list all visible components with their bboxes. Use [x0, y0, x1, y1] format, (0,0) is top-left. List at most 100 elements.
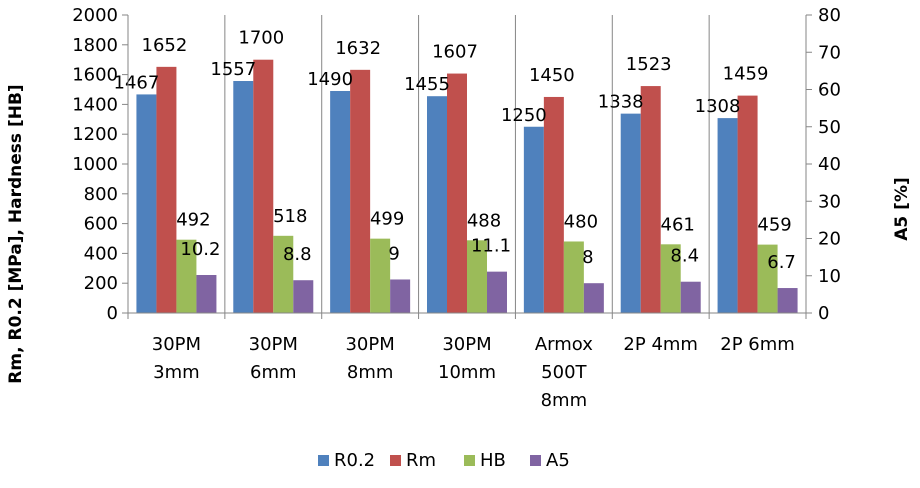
- bar-rm: [253, 59, 274, 314]
- legend-swatch-rm: [390, 455, 401, 466]
- data-label-hb: 518: [273, 206, 307, 227]
- bar-r0-2: [233, 81, 254, 313]
- y-tick-label: 600: [84, 214, 118, 235]
- legend-swatch-hb: [464, 455, 475, 466]
- data-label-a5: 8: [582, 247, 593, 268]
- y2-axis-title: A5 [%]: [892, 177, 912, 240]
- data-label-a5: 10.2: [180, 239, 220, 260]
- y2-tick-label: 70: [818, 42, 841, 63]
- data-label-rm: 1607: [432, 42, 478, 63]
- bar-a5: [583, 283, 604, 313]
- bar-rm: [543, 96, 564, 313]
- data-label-r0-2: 1467: [114, 72, 160, 93]
- data-label-hb: 461: [661, 214, 695, 235]
- bar-r0-2: [717, 118, 738, 313]
- y-tick-label: 0: [107, 303, 118, 324]
- bar-hb: [660, 244, 681, 313]
- bar-r0-2: [620, 113, 641, 313]
- bar-rm: [447, 73, 467, 313]
- data-label-a5: 6.7: [767, 252, 796, 273]
- bar-a5: [777, 288, 798, 313]
- bar-a5: [196, 275, 217, 313]
- data-label-r0-2: 1250: [501, 105, 547, 126]
- data-label-r0-2: 1557: [210, 59, 256, 80]
- legend-swatch-a5: [530, 455, 541, 466]
- data-label-rm: 1450: [529, 65, 575, 86]
- bar-a5: [390, 279, 411, 313]
- bar-rm: [737, 95, 758, 313]
- bar-a5: [680, 281, 701, 313]
- y2-tick-label: 60: [818, 80, 841, 101]
- data-label-rm: 1632: [335, 38, 381, 59]
- y2-tick-label: 10: [818, 266, 841, 287]
- legend-label-a5: A5: [546, 450, 570, 471]
- data-label-r0-2: 1455: [404, 74, 450, 95]
- x-tick-label: Armox 500T 8mm: [535, 334, 593, 411]
- bar-hb: [757, 244, 778, 313]
- bar-r0-2: [330, 90, 351, 314]
- x-tick-label: 30PM 3mm: [152, 334, 201, 383]
- bar-hb: [370, 238, 391, 313]
- data-label-r0-2: 1308: [695, 96, 741, 117]
- y2-tick-label: 40: [818, 154, 841, 175]
- y-tick-label: 400: [84, 243, 118, 264]
- y2-tick-label: 30: [818, 191, 841, 212]
- x-tick-label: 2P 4mm: [623, 334, 698, 355]
- data-label-hb: 459: [757, 215, 791, 236]
- bar-a5: [487, 271, 507, 313]
- bar-hb: [563, 241, 584, 313]
- data-label-rm: 1523: [626, 54, 672, 75]
- data-label-hb: 499: [370, 209, 404, 230]
- data-label-hb: 488: [467, 210, 501, 231]
- legend-swatch-r0-2: [318, 455, 329, 466]
- bar-hb: [176, 239, 197, 313]
- x-tick-label: 2P 6mm: [720, 334, 795, 355]
- bar-r0-2: [523, 126, 544, 313]
- data-label-hb: 492: [176, 210, 210, 231]
- bar-r0-2: [136, 94, 157, 314]
- y-tick-label: 800: [84, 184, 118, 205]
- legend-label-rm: Rm: [406, 450, 436, 471]
- bar-hb: [467, 240, 487, 313]
- bars-layer: [136, 59, 798, 314]
- y2-tick-label: 0: [818, 303, 829, 324]
- bar-rm: [350, 69, 371, 313]
- data-label-a5: 8.4: [670, 246, 699, 267]
- data-label-rm: 1652: [142, 35, 188, 56]
- bar-a5: [293, 280, 314, 313]
- x-tick-label: 30PM 8mm: [345, 334, 394, 383]
- y-tick-label: 1600: [72, 65, 118, 86]
- data-label-a5: 8.8: [283, 244, 312, 265]
- legend: R0.2 Rm HB A5: [318, 450, 570, 471]
- data-label-a5: 11.1: [471, 236, 511, 257]
- legend-label-hb: HB: [480, 450, 506, 471]
- data-label-r0-2: 1338: [598, 92, 644, 113]
- y2-tick-label: 80: [818, 5, 841, 26]
- bar-hb: [273, 235, 294, 313]
- x-tick-label: 30PM 6mm: [249, 334, 298, 383]
- data-label-hb: 480: [564, 211, 598, 232]
- y-tick-label: 1800: [72, 35, 118, 56]
- bar-r0-2: [427, 96, 447, 313]
- bar-rm: [156, 66, 177, 314]
- data-labels-layer: 1467 1557 1490 1455 1250 1338 1308 1652 1700 1632…: [114, 28, 796, 273]
- plot-frame: [224, 15, 710, 319]
- y-tick-label: 200: [84, 273, 118, 294]
- y2-tick-label: 50: [818, 117, 841, 138]
- data-label-r0-2: 1490: [307, 69, 353, 90]
- y-tick-label: 1400: [72, 94, 118, 115]
- y-tick-label: 2000: [72, 5, 118, 26]
- y-tick-label: 1200: [72, 124, 118, 145]
- axes-layer: 0 200 400 600 800 1000 1200 1400 1600 1800 2000 0 10…: [6, 5, 912, 411]
- y-axis-title: Rm, R0.2 [MPa], Hardness [HB]: [6, 84, 26, 383]
- data-label-rm: 1700: [238, 28, 284, 49]
- legend-label-r0-2: R0.2: [334, 450, 375, 471]
- bar-rm: [640, 86, 661, 313]
- y-tick-label: 1000: [72, 154, 118, 175]
- data-label-a5: 9: [388, 243, 399, 264]
- data-label-rm: 1459: [723, 64, 769, 85]
- x-tick-label: 30PM 10mm: [438, 334, 496, 383]
- y2-tick-label: 20: [818, 229, 841, 250]
